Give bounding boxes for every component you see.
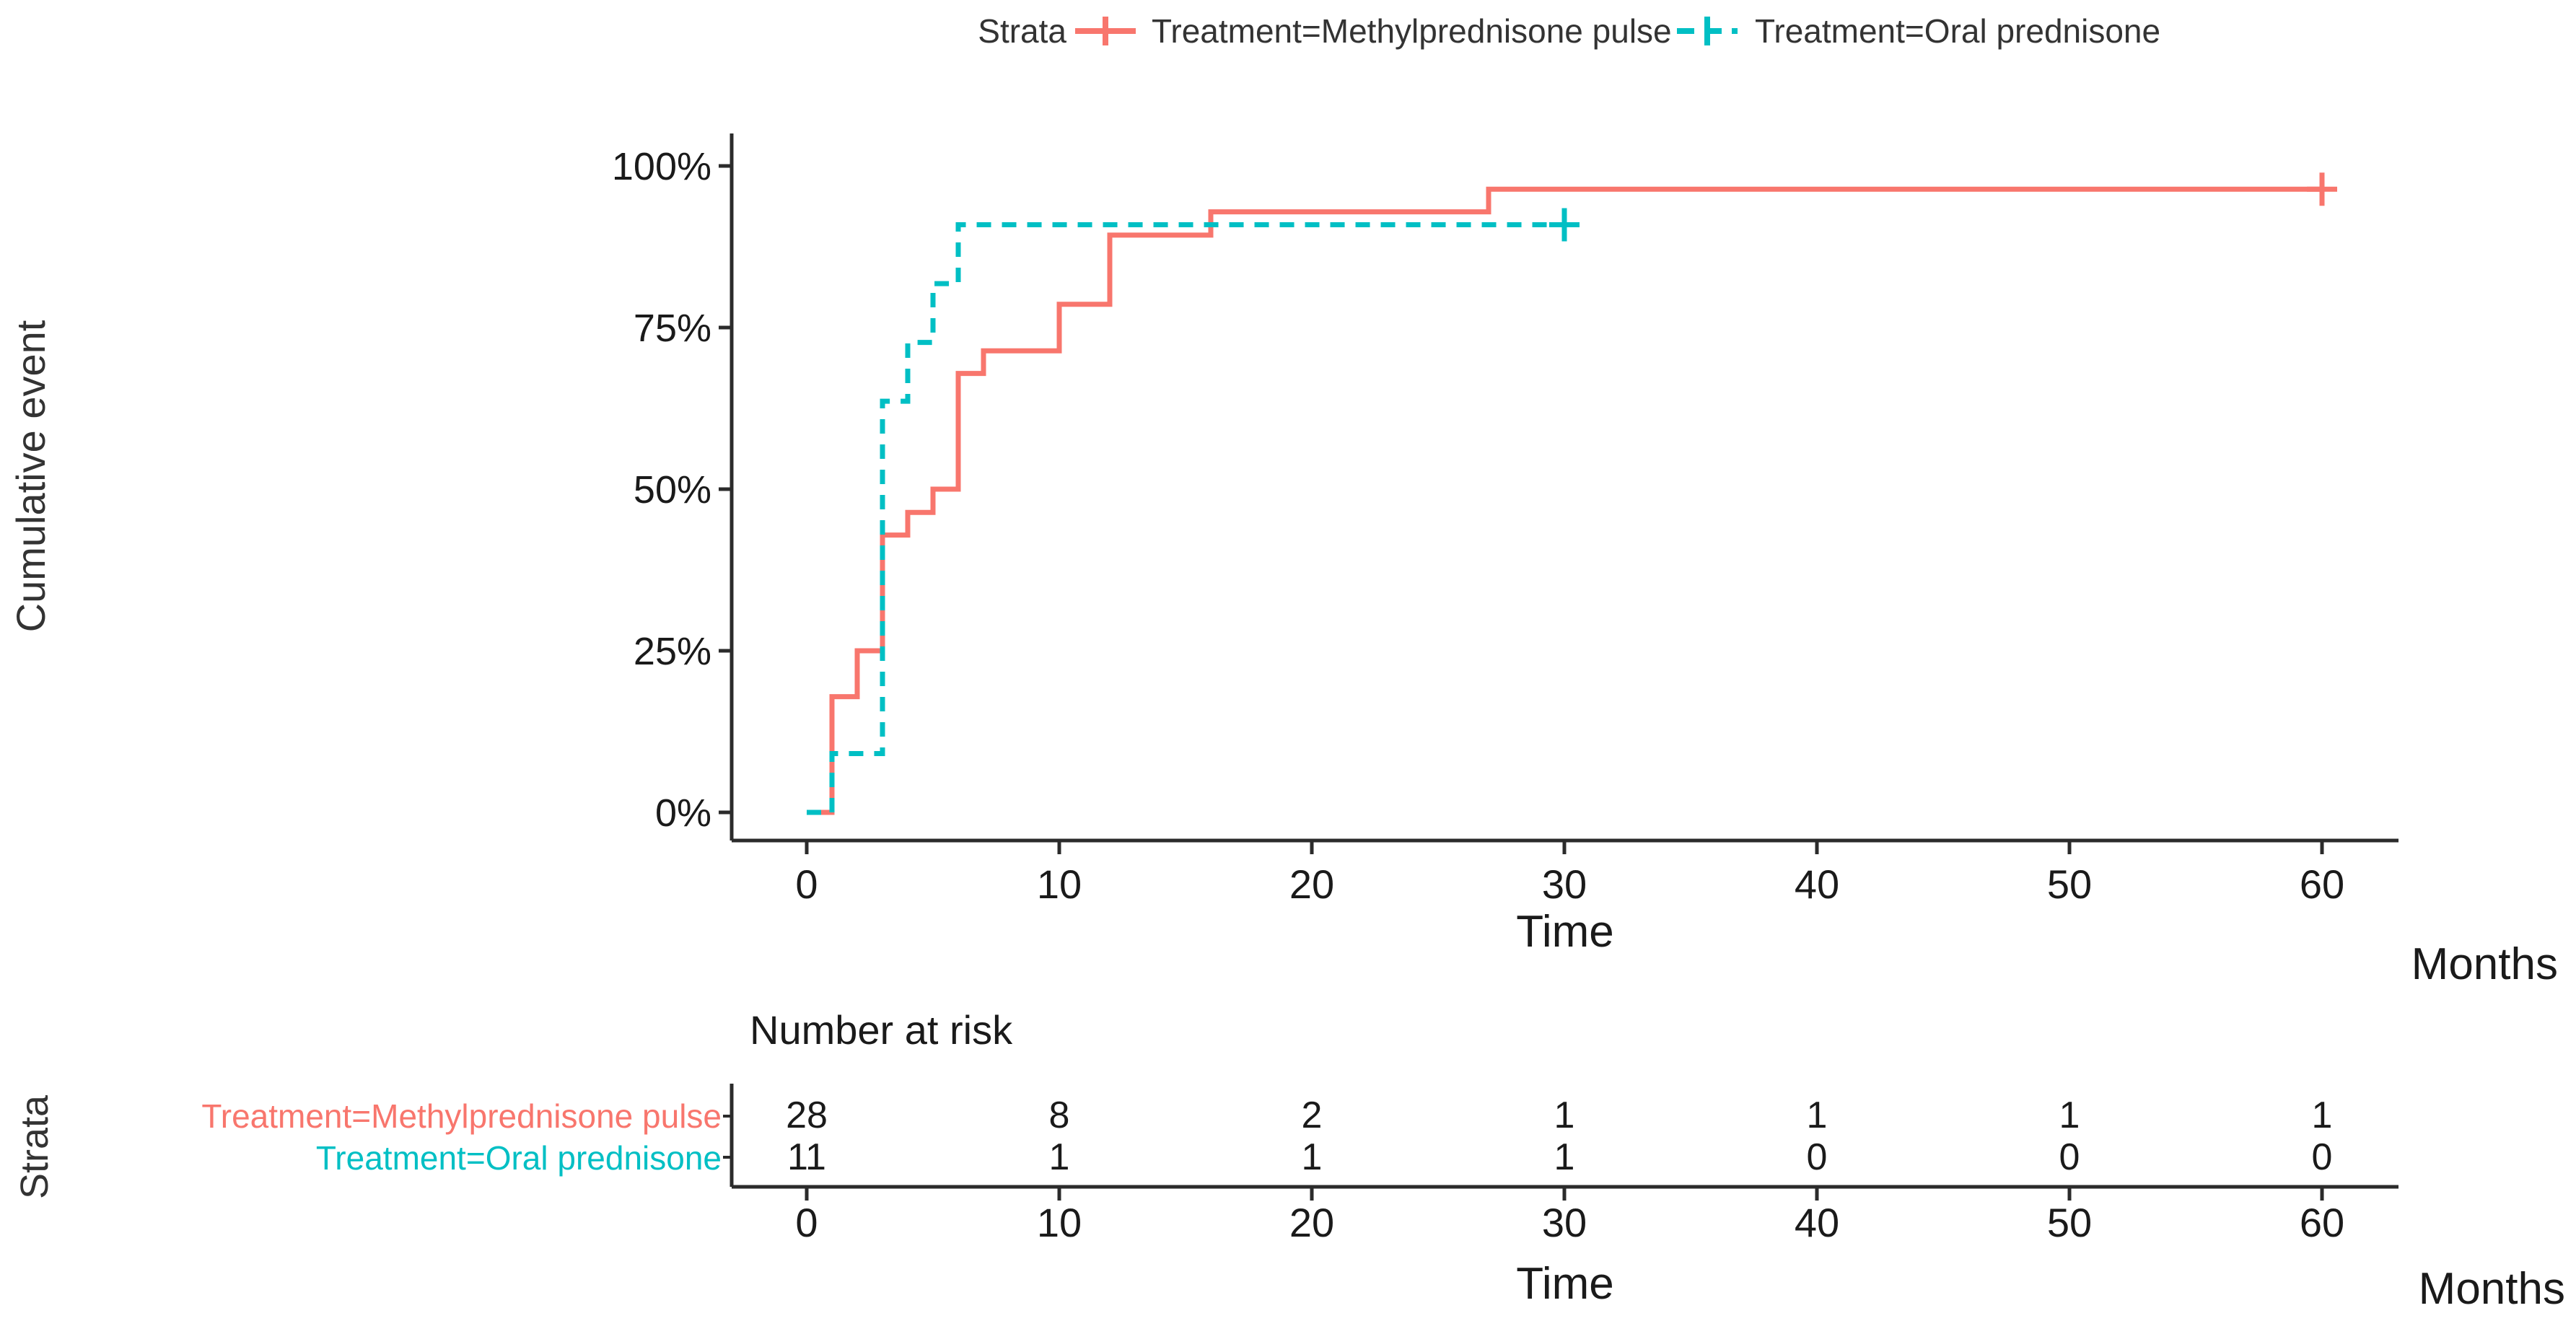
risk-x-axis-unit-label: Months	[2419, 1264, 2565, 1314]
y-tick-label: 75%	[634, 307, 711, 350]
x-tick-label: 30	[1542, 861, 1587, 907]
legend-title: Strata	[978, 12, 1066, 50]
risk-x-tick-label: 0	[795, 1200, 818, 1245]
x-tick-label: 60	[2300, 861, 2344, 907]
risk-count-value: 1	[1807, 1094, 1828, 1136]
x-tick-label: 10	[1037, 861, 1082, 907]
censor-plus-mark	[1549, 208, 1580, 242]
risk-count-value: 0	[1807, 1136, 1828, 1178]
y-tick-label: 100%	[612, 145, 711, 188]
risk-row-label-oral: Treatment=Oral prednisone	[316, 1139, 722, 1177]
survival-curves	[807, 172, 2337, 815]
risk-x-tick-label: 20	[1289, 1200, 1334, 1245]
risk-x-tick-label: 30	[1542, 1200, 1587, 1245]
risk-count-value: 0	[2312, 1136, 2333, 1178]
risk-table: Number at risk Strata Treatment=Methylpr…	[13, 1007, 2565, 1314]
y-tick-label: 25%	[634, 630, 711, 673]
main-plot: Cumulative event 0% 25% 50% 75% 100% 0 10 20 30…	[8, 133, 2558, 989]
x-axis-ticks: 0 10 20 30 40 50 60	[795, 841, 2344, 907]
risk-x-tick-label: 50	[2047, 1200, 2092, 1245]
risk-x-tick-label: 60	[2300, 1200, 2344, 1245]
risk-axis-ticks: 0 10 20 30 40 50 60	[795, 1187, 2344, 1245]
legend-key-methylprednisone	[1075, 17, 1136, 45]
legend-item-label-oral: Treatment=Oral prednisone	[1755, 12, 2160, 50]
y-axis-ticks: 0% 25% 50% 75% 100%	[612, 145, 732, 835]
risk-count-value: 1	[1049, 1136, 1070, 1178]
censor-plus-mark	[2307, 172, 2337, 206]
risk-x-tick-label: 10	[1037, 1200, 1082, 1245]
legend: Strata Treatment=Methylprednisone pulse …	[978, 12, 2160, 50]
risk-count-value: 1	[2312, 1094, 2333, 1136]
risk-table-strata-axis-label: Strata	[13, 1094, 56, 1199]
risk-values: 28 8 2 1 1 1 111 1 1 1 0 0 0	[786, 1094, 2332, 1178]
risk-row-label-methylprednisone: Treatment=Methylprednisone pulse	[201, 1097, 722, 1135]
risk-count-value: 2	[1302, 1094, 1323, 1136]
y-tick-label: 0%	[655, 791, 711, 835]
risk-count-value: 1	[1554, 1136, 1575, 1178]
y-axis-title: Cumulative event	[8, 320, 53, 632]
x-tick-label: 0	[795, 861, 818, 907]
legend-key-oral	[1677, 17, 1738, 45]
y-tick-label: 50%	[634, 468, 711, 512]
legend-item-label-methylprednisone: Treatment=Methylprednisone pulse	[1152, 12, 1672, 50]
risk-x-axis-title: Time	[1516, 1259, 1613, 1309]
risk-x-tick-label: 40	[1795, 1200, 1839, 1245]
survival-curve-oral	[807, 222, 1564, 815]
x-axis-unit-label: Months	[2411, 939, 2558, 989]
risk-count-value: 28	[786, 1094, 828, 1136]
risk-count-value: 1	[1302, 1136, 1323, 1178]
risk-count-value: 0	[2059, 1136, 2080, 1178]
x-tick-label: 50	[2047, 861, 2092, 907]
risk-count-value: 8	[1049, 1094, 1070, 1136]
risk-count-value: 1	[1554, 1094, 1575, 1136]
x-tick-label: 20	[1289, 861, 1334, 907]
risk-count-value: 11	[787, 1136, 826, 1178]
x-tick-label: 40	[1795, 861, 1839, 907]
x-axis-title: Time	[1516, 907, 1613, 957]
legend-keys	[1075, 17, 1738, 45]
risk-table-title: Number at risk	[750, 1007, 1013, 1053]
survival-curve-methylprednisone	[807, 186, 2322, 815]
risk-count-value: 1	[2059, 1094, 2080, 1136]
